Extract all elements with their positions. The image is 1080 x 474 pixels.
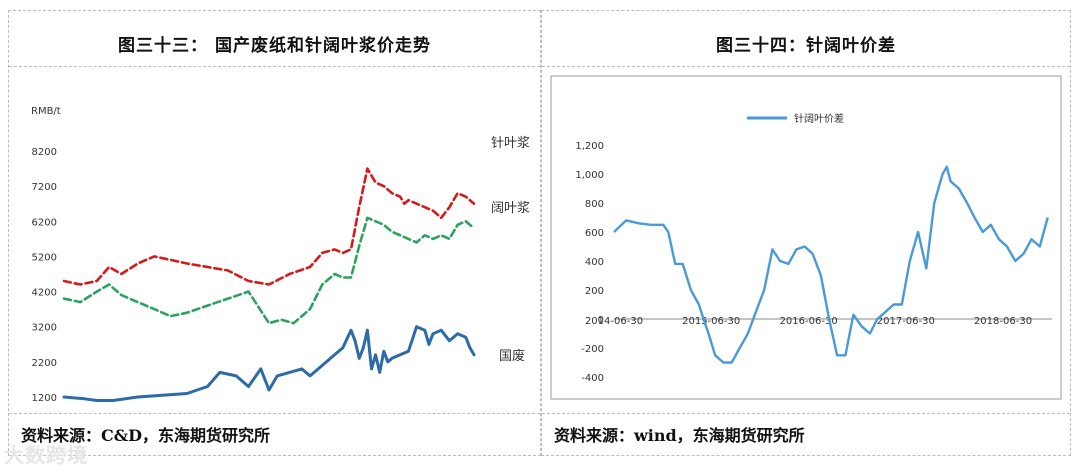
right-spread-chart: 针阔叶价差 -400 -200 0 200 400 600 800 1,000 1,200 2014… bbox=[550, 75, 1062, 400]
y-tick-label: 4200 bbox=[32, 288, 57, 299]
y-tick-label: 200 bbox=[585, 286, 604, 297]
series-line bbox=[62, 167, 476, 286]
y-axis-label: RMB/t bbox=[31, 106, 61, 117]
right-chart-title: 图三十四：针阔叶价差 bbox=[542, 11, 1070, 67]
x-tick-label: 2014-06-30 bbox=[585, 316, 643, 327]
legend-label: 针阔叶价差 bbox=[794, 112, 844, 125]
left-price-chart: RMB/t 1200 2200 3200 4200 5200 6200 7200 8200 针叶浆… bbox=[31, 106, 530, 404]
series-line bbox=[62, 325, 476, 402]
series-line bbox=[613, 165, 1049, 364]
y-tick-label: 1,000 bbox=[575, 170, 604, 181]
y-tick-label: 400 bbox=[585, 257, 604, 268]
x-tick-label: 2017-06-30 bbox=[877, 316, 935, 327]
y-tick-label: 5200 bbox=[32, 252, 57, 263]
y-tick-label: 800 bbox=[585, 199, 604, 210]
series-label: 阔叶浆 bbox=[491, 201, 530, 216]
y-tick-label: 2200 bbox=[32, 358, 57, 369]
y-tick-label: -200 bbox=[581, 344, 604, 355]
y-tick-label: 3200 bbox=[32, 323, 57, 334]
y-tick-label: 7200 bbox=[32, 182, 57, 193]
y-tick-label: 600 bbox=[585, 228, 604, 239]
series-label: 针叶浆 bbox=[491, 136, 530, 151]
y-tick-label: 0 bbox=[598, 315, 604, 326]
series-line bbox=[62, 216, 476, 325]
x-tick-label: 2016-06-30 bbox=[780, 316, 838, 327]
y-tick-label: -400 bbox=[581, 373, 604, 384]
right-chart-source: 资料来源：wind，东海期货研究所 bbox=[542, 413, 1070, 455]
left-chart-source: 资料来源：C&D，东海期货研究所 bbox=[9, 413, 540, 455]
left-chart-panel: 图三十三： 国产废纸和针阔叶浆价走势 RMB/t 1200 2200 3200 4200… bbox=[8, 10, 541, 456]
plot-frame bbox=[550, 75, 1062, 400]
left-chart-title: 图三十三： 国产废纸和针阔叶浆价走势 bbox=[9, 11, 540, 67]
watermark-text: 大数跨境 bbox=[4, 443, 88, 467]
y-tick-label: 1200 bbox=[32, 393, 57, 404]
x-tick-label: 2018-06-30 bbox=[974, 316, 1032, 327]
x-tick-label: 2015-06-30 bbox=[682, 316, 740, 327]
right-chart-panel: 图三十四：针阔叶价差 针阔叶价差 -400 -200 0 200 400 600 800 1,0… bbox=[541, 10, 1071, 456]
y-tick-label: 8200 bbox=[32, 147, 57, 158]
y-tick-label: 1,200 bbox=[575, 141, 604, 152]
y-tick-label: 6200 bbox=[32, 217, 57, 228]
series-label: 国废 bbox=[499, 348, 525, 364]
